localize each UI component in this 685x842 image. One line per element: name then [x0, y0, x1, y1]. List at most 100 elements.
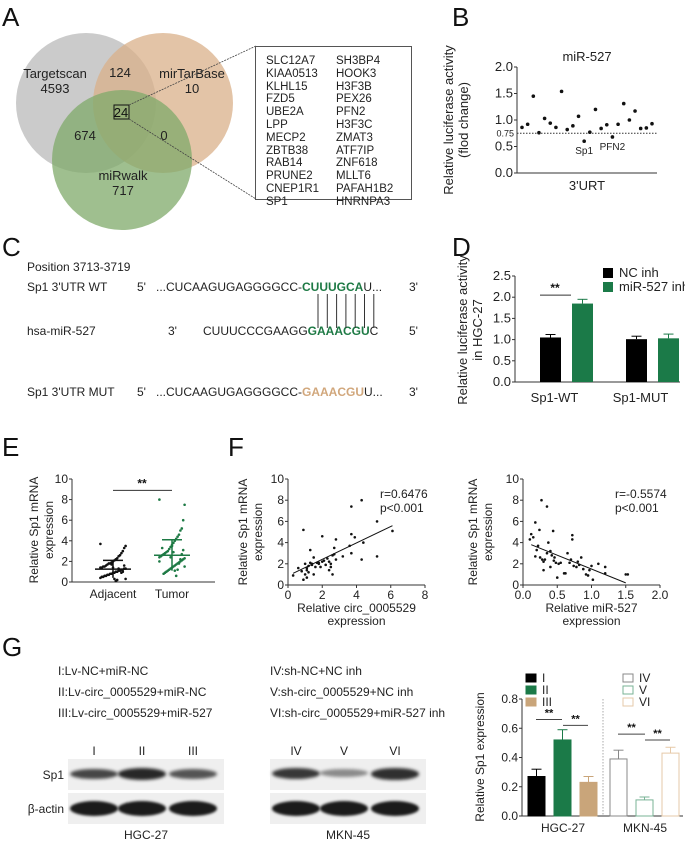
- f1-point: [334, 538, 338, 541]
- f2-point: [626, 573, 630, 576]
- f2-xlabel: Relative miR-527 expression: [545, 601, 637, 628]
- lane-label: III: [187, 744, 198, 758]
- chart-d-luciferase-bar: 0.0 0.5 1.0 1.5 2.0 2.5 Relative luciferase ac…: [455, 255, 685, 405]
- b-annotation: PFN2: [600, 142, 626, 153]
- f1-point: [305, 576, 309, 579]
- f1-point: [332, 546, 336, 550]
- gene-name: MLLT6: [336, 170, 371, 183]
- b-annotation: Sp1: [575, 146, 593, 157]
- f1-point: [308, 548, 312, 552]
- f2-x-tick-label: 1.0: [583, 588, 600, 602]
- d-legend-swatch: [603, 268, 613, 278]
- f2-point: [564, 572, 567, 575]
- e-point: [176, 535, 179, 538]
- gene-name: ZMAT3: [336, 131, 373, 144]
- f2-point: [551, 529, 555, 533]
- b-y-tick-label: 2.0: [495, 59, 513, 74]
- actin-band: [320, 801, 368, 816]
- sequence-right-end: 5': [409, 324, 418, 338]
- g-sig-label: **: [627, 722, 636, 734]
- e-point: [110, 563, 113, 566]
- b-threshold-label: 0.75: [496, 128, 514, 138]
- g-legend-swatch: [622, 673, 634, 683]
- e-point: [117, 554, 120, 558]
- f1-x-tick-label: 8: [422, 588, 429, 602]
- gene-name: SLC12A7: [266, 55, 316, 67]
- f1-point: [350, 532, 353, 536]
- panel-letter-c: C: [2, 232, 21, 262]
- group-legend-item: V:sh-circ_0005529+NC inh: [270, 685, 414, 699]
- group-legend-item: IV:sh-NC+NC inh: [270, 664, 362, 678]
- f1-point: [312, 573, 315, 576]
- panel-letter-e: E: [2, 432, 20, 462]
- f1-point: [320, 534, 324, 538]
- f1-point: [302, 528, 305, 532]
- b-xlabel: 3'URT: [569, 178, 605, 193]
- d-y-tick-label: 1.5: [493, 310, 511, 325]
- f1-x-tick-label: 0: [285, 588, 292, 602]
- e-category-label: Adjacent: [90, 587, 137, 601]
- actin-band: [272, 801, 320, 816]
- f2-point: [572, 564, 575, 568]
- e-point: [122, 564, 126, 567]
- chart-b-luciferase-scatter: 0.0 0.5 1.0 1.5 2.0 0.75 miR-527 3'URT Relative …: [441, 45, 657, 195]
- g-legend-swatch: [622, 697, 634, 707]
- f1-y-tick-label: 6: [277, 514, 284, 528]
- actin-blot-row: [270, 793, 426, 824]
- venn-count-all: 24: [114, 105, 128, 120]
- gene-name: SH3BP4: [336, 55, 381, 67]
- f1-y-tick-label: 2: [277, 557, 284, 571]
- e-y-tick-label: 4: [61, 534, 68, 548]
- e-point: [99, 542, 102, 546]
- gene-name: H3F3B: [336, 80, 372, 93]
- blot-row-label: β-actin: [27, 802, 64, 816]
- f2-point: [536, 544, 540, 548]
- f2-point: [534, 555, 537, 558]
- f2-x-tick-label: 0.0: [515, 588, 532, 602]
- f2-point: [545, 551, 549, 555]
- e-y-tick-label: 8: [61, 493, 68, 507]
- e-point: [99, 566, 102, 569]
- venn-circle-mirwalk: [52, 90, 192, 230]
- venn-count-mtb-mw: 0: [160, 128, 167, 143]
- g-bar: [553, 739, 572, 817]
- panel-letter-f: F: [228, 432, 244, 462]
- venn-count-mirtarbase: 10: [185, 81, 199, 96]
- venn-label-mirwalk: miRwalk: [98, 168, 148, 183]
- g-bar: [579, 781, 598, 817]
- e-ylabel: Relative Sp1 mRNAexpression: [27, 477, 56, 584]
- b-point: [571, 124, 575, 128]
- b-y-tick-label: 1.5: [495, 86, 513, 101]
- e-point: [162, 572, 165, 576]
- f1-point: [360, 558, 363, 561]
- venn-count-ts-mtb: 124: [109, 65, 131, 80]
- b-y-tick-label: 0.5: [495, 139, 513, 154]
- f2-point: [538, 556, 542, 559]
- e-point: [124, 544, 127, 548]
- e-point: [113, 577, 116, 581]
- f2-point: [591, 578, 595, 581]
- f2-point: [534, 521, 537, 524]
- f2-point: [597, 562, 600, 566]
- b-ylabel-line: (flod change): [456, 82, 471, 158]
- gene-name: FZD5: [266, 93, 295, 106]
- b-point: [610, 135, 615, 139]
- sequence-right-end: 3': [409, 385, 418, 399]
- d-category-label: Sp1-WT: [531, 390, 579, 405]
- group-legend-item: VI:sh-circ_0005529+miR-527 inh: [270, 706, 446, 720]
- d-bar: [540, 337, 561, 382]
- g-legend-label: V: [639, 683, 647, 697]
- sequence-text: ...CUCAAGUGAGGGGCC-GAAACGUU...: [156, 385, 383, 399]
- lane-label: I: [92, 744, 96, 758]
- f1-point: [341, 555, 345, 558]
- f2-x-tick-label: 0.5: [549, 588, 566, 602]
- f2-y-tick-label: 2: [512, 557, 519, 571]
- d-y-tick-label: 2.5: [493, 268, 511, 283]
- e-y-tick-label: 6: [61, 513, 68, 527]
- sp1-band: [169, 768, 217, 779]
- f2-point: [575, 565, 578, 569]
- b-title: miR-527: [562, 49, 611, 64]
- e-point: [120, 551, 123, 555]
- d-bar: [658, 338, 679, 382]
- e-point: [158, 498, 161, 501]
